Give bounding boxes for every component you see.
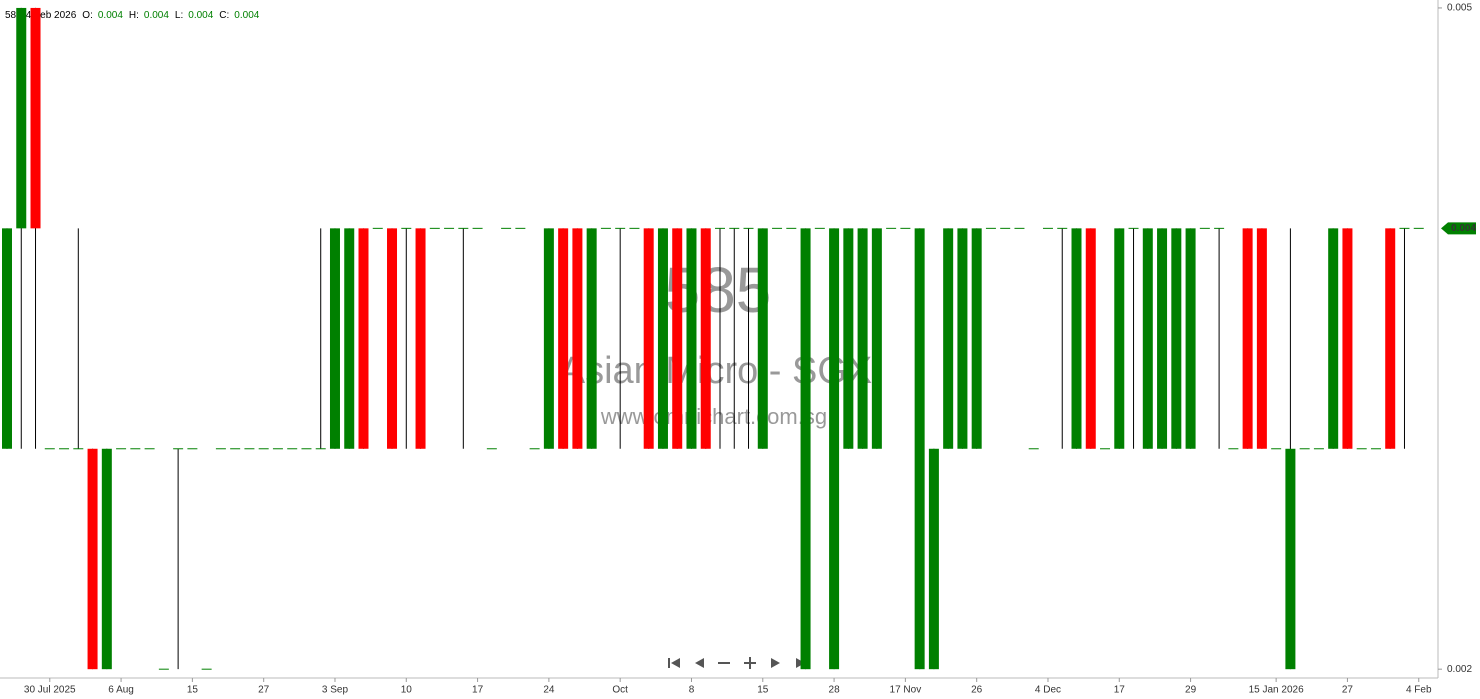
nav-prev[interactable]: [695, 658, 704, 668]
candle-body: [2, 228, 12, 449]
field-value: 0.004: [188, 10, 213, 21]
candle-body: [914, 228, 925, 670]
x-tick-label: 6 Aug: [108, 685, 134, 696]
field-value: 0.004: [234, 10, 259, 21]
last-price-tag: [1441, 222, 1476, 235]
candle-body: [1328, 228, 1339, 449]
candle-body: [943, 228, 954, 449]
candle-body: [843, 228, 854, 449]
candle-body: [1242, 228, 1253, 449]
candle-body: [1085, 228, 1096, 449]
watermark-code: 585: [665, 254, 772, 326]
candle-body: [672, 228, 683, 449]
symbol: 585: [5, 10, 22, 21]
candle-body: [358, 228, 369, 449]
watermark: 585 Asian Micro - SGX www.omnichart.com.…: [560, 254, 873, 429]
nav-zoom-in[interactable]: [744, 657, 756, 669]
field-label: O:: [82, 10, 93, 21]
candle-body: [1285, 448, 1296, 670]
field-label: C:: [219, 10, 229, 21]
x-tick-label: 10: [401, 685, 413, 696]
x-tick-label: 27: [1342, 685, 1354, 696]
x-tick-label: 4 Dec: [1035, 685, 1061, 696]
x-tick-label: 29: [1185, 685, 1197, 696]
candle-body: [344, 228, 355, 449]
x-tick-label: 8: [689, 685, 695, 696]
candle-body: [87, 448, 98, 670]
x-tick-label: 15: [757, 685, 769, 696]
last-price-label: 0.004: [1451, 223, 1476, 234]
nav-next[interactable]: [771, 658, 780, 668]
candle-body: [700, 228, 711, 449]
candle-body: [572, 228, 583, 449]
x-tick-label: 3 Sep: [322, 685, 349, 696]
candle-body: [757, 228, 768, 449]
candle-body: [1256, 228, 1267, 449]
x-tick-label: 17: [1114, 685, 1126, 696]
candle-body: [101, 448, 112, 670]
candle-body: [30, 7, 41, 229]
x-tick-label: 4 Feb: [1406, 685, 1432, 696]
x-tick-label: 27: [258, 685, 270, 696]
candle-body: [1142, 228, 1153, 449]
candle-body: [829, 228, 840, 670]
candle-body: [1171, 228, 1182, 449]
candle-body: [1157, 228, 1168, 449]
x-tick-label: 17: [472, 685, 484, 696]
candle-body: [543, 228, 554, 449]
x-tick-label: 30 Jul 2025: [24, 685, 76, 696]
candle-body: [1114, 228, 1125, 449]
candle-body: [971, 228, 982, 449]
field-label: H:: [129, 10, 139, 21]
candle-body: [871, 228, 882, 449]
ohlc-header: 585 4 Feb 2026 O: 0.004 H: 0.004 L: 0.004 C: 0.00…: [5, 10, 260, 21]
x-tick-label: 15: [187, 685, 199, 696]
candle-body: [643, 228, 654, 449]
x-tick-label: 24: [543, 685, 555, 696]
watermark-site: www.omnichart.com.sg: [600, 404, 827, 429]
y-tick-label: 0.002: [1447, 664, 1472, 675]
candle-body: [957, 228, 968, 449]
candle-body: [329, 228, 340, 449]
date: 4 Feb 2026: [26, 10, 77, 21]
x-tick-label: 17 Nov: [890, 685, 922, 696]
candle-body: [1071, 228, 1082, 449]
candle-body: [1385, 228, 1396, 449]
candle-body: [1342, 228, 1353, 449]
candle-body: [857, 228, 868, 449]
candle-body: [686, 228, 697, 449]
candle-body: [800, 228, 811, 670]
nav-first[interactable]: [668, 658, 680, 668]
x-tick-label: 15 Jan 2026: [1249, 685, 1304, 696]
y-tick-label: 0.005: [1447, 3, 1472, 14]
candle-body: [16, 7, 27, 229]
candle-body: [1185, 228, 1196, 449]
candle-body: [657, 228, 668, 449]
field-label: L:: [175, 10, 183, 21]
watermark-name: Asian Micro - SGX: [560, 350, 873, 392]
field-value: 0.004: [144, 10, 169, 21]
x-tick-label: 26: [971, 685, 983, 696]
candle-body: [415, 228, 426, 449]
candle-body: [586, 228, 597, 449]
candle-body: [928, 448, 939, 670]
candle-body: [558, 228, 569, 449]
field-value: 0.004: [98, 10, 123, 21]
candle-body: [387, 228, 398, 449]
x-tick-label: 28: [829, 685, 841, 696]
x-tick-label: Oct: [612, 685, 628, 696]
